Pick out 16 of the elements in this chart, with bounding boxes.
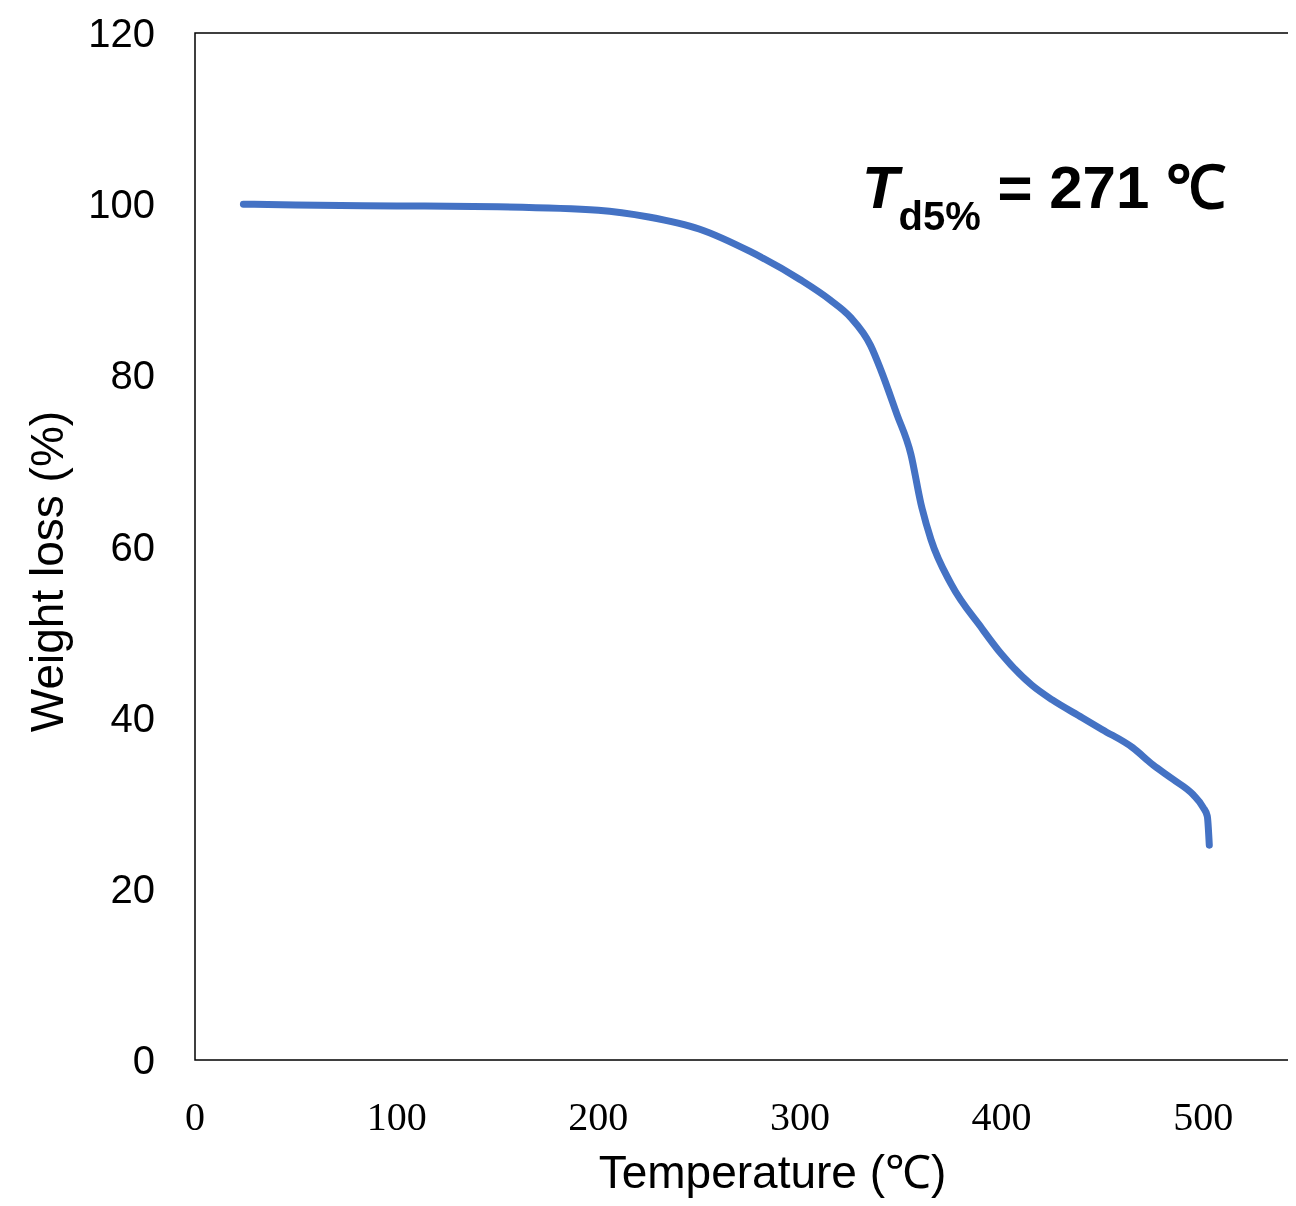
x-tick-label: 100 (366, 1094, 427, 1139)
y-tick-label: 120 (88, 11, 155, 55)
y-tick-label: 80 (110, 353, 155, 398)
x-tick-label: 500 (1173, 1094, 1234, 1139)
y-tick-label: 20 (110, 866, 155, 911)
y-axis-title: Weight loss (%) (21, 410, 73, 733)
x-tick-label: 0 (185, 1094, 205, 1139)
x-tick-label: 400 (971, 1094, 1032, 1139)
y-tick-label: 40 (110, 695, 155, 740)
y-tick-label: 100 (88, 182, 155, 227)
y-tick-label: 0 (132, 1038, 155, 1082)
x-tick-label: 300 (769, 1094, 830, 1139)
annotation: T$_{d5%}$ = 271 ℃ (861, 154, 1226, 238)
x-tick-label: 200 (568, 1094, 629, 1139)
y-tick-label: 60 (110, 524, 155, 569)
x-axis-title: Temperature (℃) (598, 1146, 947, 1198)
